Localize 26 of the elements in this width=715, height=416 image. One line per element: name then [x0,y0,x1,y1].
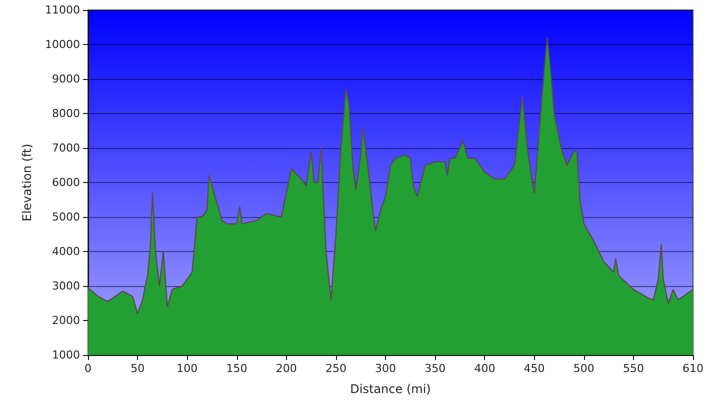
y-axis-title: Elevation (ft) [20,144,34,222]
y-tick-label: 11000 [45,4,80,16]
x-tick-label: 300 [375,362,396,375]
y-tick-label: 2000 [52,314,80,327]
x-tick-label: 150 [226,362,248,375]
x-tick-label: 610 [682,362,704,375]
x-tick-label: 50 [130,362,145,375]
x-tick-label: 200 [276,362,297,375]
y-tick-label: 9000 [52,72,80,86]
y-tick-label: 7000 [52,142,80,154]
x-tick-label: 0 [84,362,92,375]
y-tick-label: 5000 [52,210,80,224]
x-tick-label: 350 [424,362,446,375]
x-tick-label: 400 [474,362,496,375]
y-tick-label: 1000 [52,348,80,362]
x-tick-label: 500 [573,362,594,375]
y-tick-label: 10000 [45,38,80,51]
y-tick-label: 4000 [52,245,80,258]
y-tick-label: 3000 [52,280,80,292]
y-tick-label: 8000 [52,107,80,120]
x-tick-label: 250 [325,362,346,375]
x-tick-label: 550 [622,362,644,375]
y-tick-label: 6000 [52,176,80,189]
x-tick-label: 100 [176,362,198,375]
x-axis-title: Distance (mi) [350,382,431,396]
x-tick-label: 450 [524,362,545,375]
